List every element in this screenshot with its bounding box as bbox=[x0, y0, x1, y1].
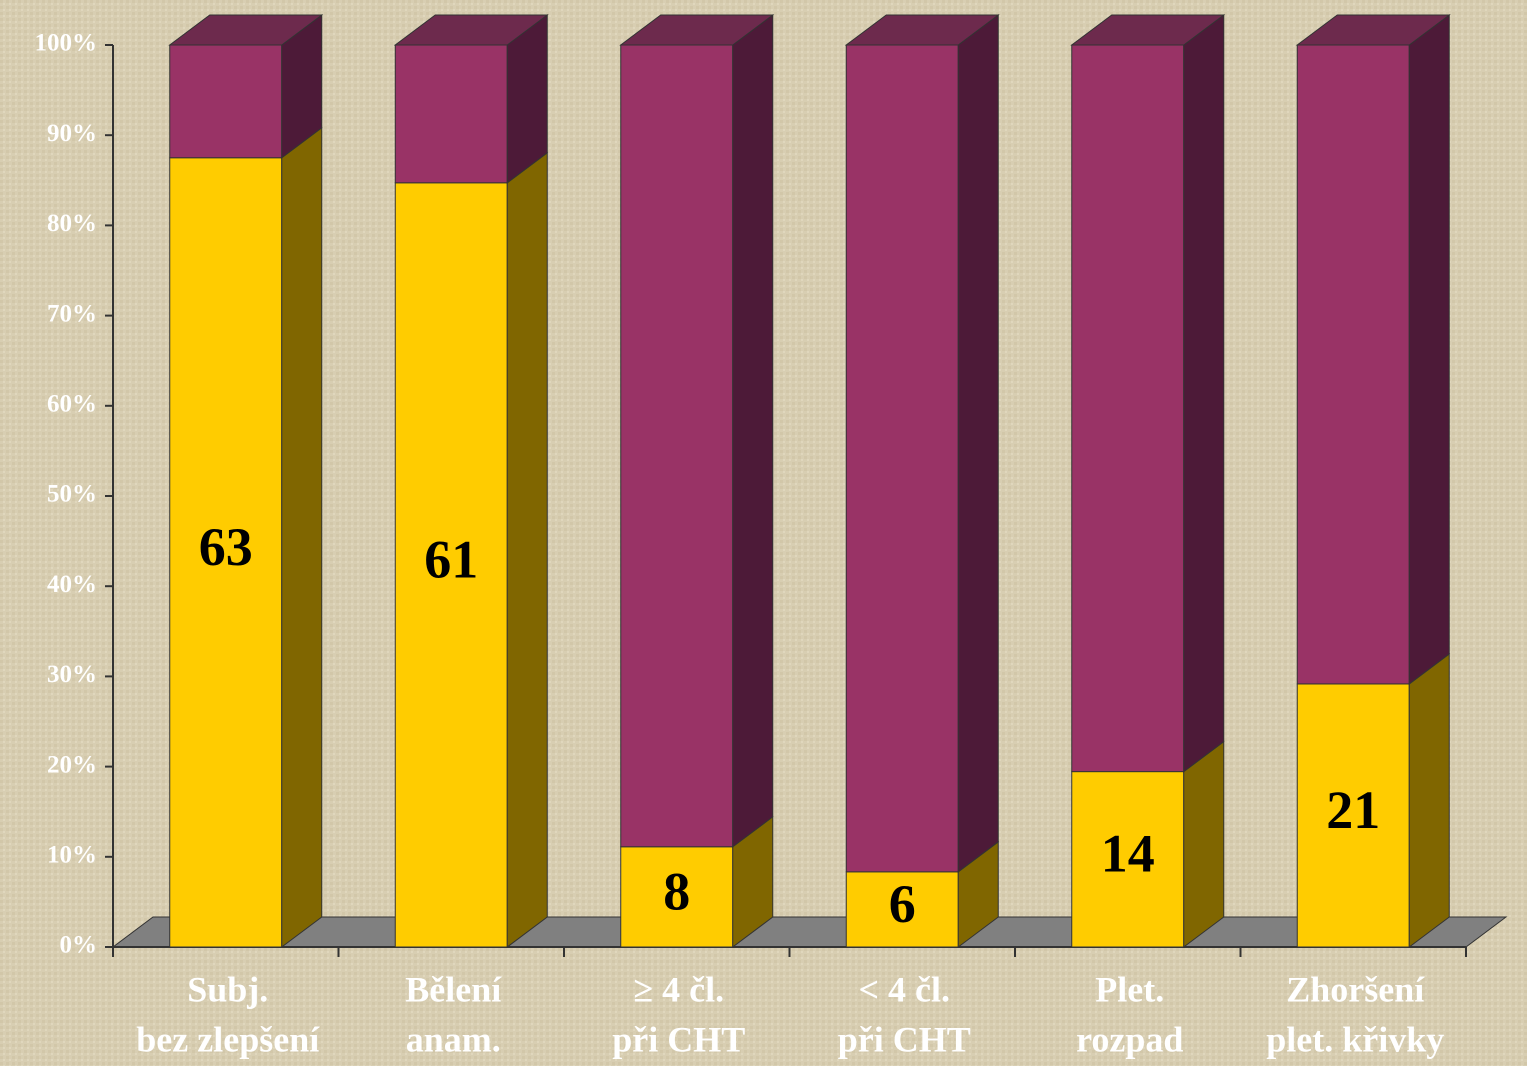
bar-side bbox=[1408, 652, 1450, 948]
x-tick-label: anam. bbox=[406, 1019, 501, 1059]
data-label: 14 bbox=[1101, 824, 1155, 884]
bar-top bbox=[393, 14, 549, 46]
bar-segment bbox=[620, 846, 734, 948]
bar-top bbox=[168, 14, 324, 46]
data-label: 8 bbox=[663, 861, 690, 921]
y-tick-label: 50% bbox=[47, 481, 97, 508]
x-tick-label: rozpad bbox=[1076, 1019, 1183, 1059]
y-tick-label: 70% bbox=[47, 300, 97, 327]
y-tick-label: 10% bbox=[47, 842, 97, 869]
y-tick-label: 0% bbox=[60, 932, 98, 959]
bar-segment bbox=[620, 44, 734, 848]
bar-segment bbox=[845, 871, 959, 948]
y-tick-label: 60% bbox=[47, 391, 97, 418]
data-label: 21 bbox=[1326, 780, 1380, 840]
x-tick-label: při CHT bbox=[612, 1019, 745, 1059]
x-tick-label: plet. křivky bbox=[1266, 1019, 1444, 1059]
y-tick-label: 30% bbox=[47, 661, 97, 688]
bar-segment bbox=[1296, 683, 1410, 948]
bar-side bbox=[732, 14, 774, 848]
x-tick-label: Bělení bbox=[405, 969, 502, 1009]
bar-segment bbox=[394, 44, 508, 184]
bar-segment bbox=[1071, 44, 1185, 773]
x-tick-label: Zhoršení bbox=[1286, 969, 1425, 1009]
y-tick-label: 90% bbox=[47, 120, 97, 147]
bar-side bbox=[1183, 740, 1225, 948]
bar-side bbox=[957, 14, 999, 873]
y-tick-label: 40% bbox=[47, 571, 97, 598]
bar-segment bbox=[1296, 44, 1410, 685]
bar-segment bbox=[169, 157, 283, 948]
x-tick-label: < 4 čl. bbox=[859, 969, 951, 1009]
bar-segment bbox=[845, 44, 959, 873]
x-tick-label: při CHT bbox=[838, 1019, 971, 1059]
bar-side bbox=[506, 151, 548, 948]
bar-side bbox=[281, 126, 323, 948]
bar-side bbox=[1183, 14, 1225, 773]
data-label: 61 bbox=[424, 529, 478, 589]
bar-top bbox=[619, 14, 775, 46]
data-label: 63 bbox=[199, 517, 253, 577]
bar-segment bbox=[1071, 771, 1185, 948]
bar-top bbox=[1295, 14, 1451, 46]
x-tick-label: Plet. bbox=[1095, 969, 1164, 1009]
bar-top bbox=[844, 14, 1000, 46]
y-tick-label: 100% bbox=[35, 30, 98, 57]
y-tick-label: 20% bbox=[47, 751, 97, 778]
bar-segment bbox=[169, 44, 283, 159]
x-tick-label: bez zlepšení bbox=[136, 1019, 320, 1059]
x-tick-label: Subj. bbox=[187, 969, 268, 1009]
y-tick-label: 80% bbox=[47, 210, 97, 237]
x-tick-label: ≥ 4 čl. bbox=[633, 969, 724, 1009]
bar-top bbox=[1070, 14, 1226, 46]
data-label: 6 bbox=[889, 874, 916, 934]
bar-side bbox=[1408, 14, 1450, 685]
